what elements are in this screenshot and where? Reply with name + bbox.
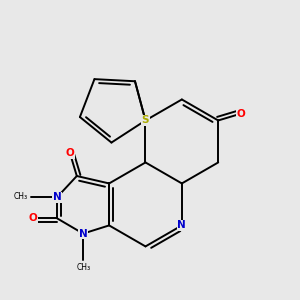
Text: N: N	[79, 229, 88, 238]
Text: N: N	[178, 220, 186, 230]
Text: O: O	[65, 148, 74, 158]
Text: O: O	[237, 109, 246, 118]
Text: O: O	[28, 213, 37, 224]
Text: CH₃: CH₃	[77, 263, 91, 272]
Text: CH₃: CH₃	[13, 192, 27, 201]
Text: N: N	[53, 192, 62, 202]
Text: S: S	[142, 116, 149, 125]
